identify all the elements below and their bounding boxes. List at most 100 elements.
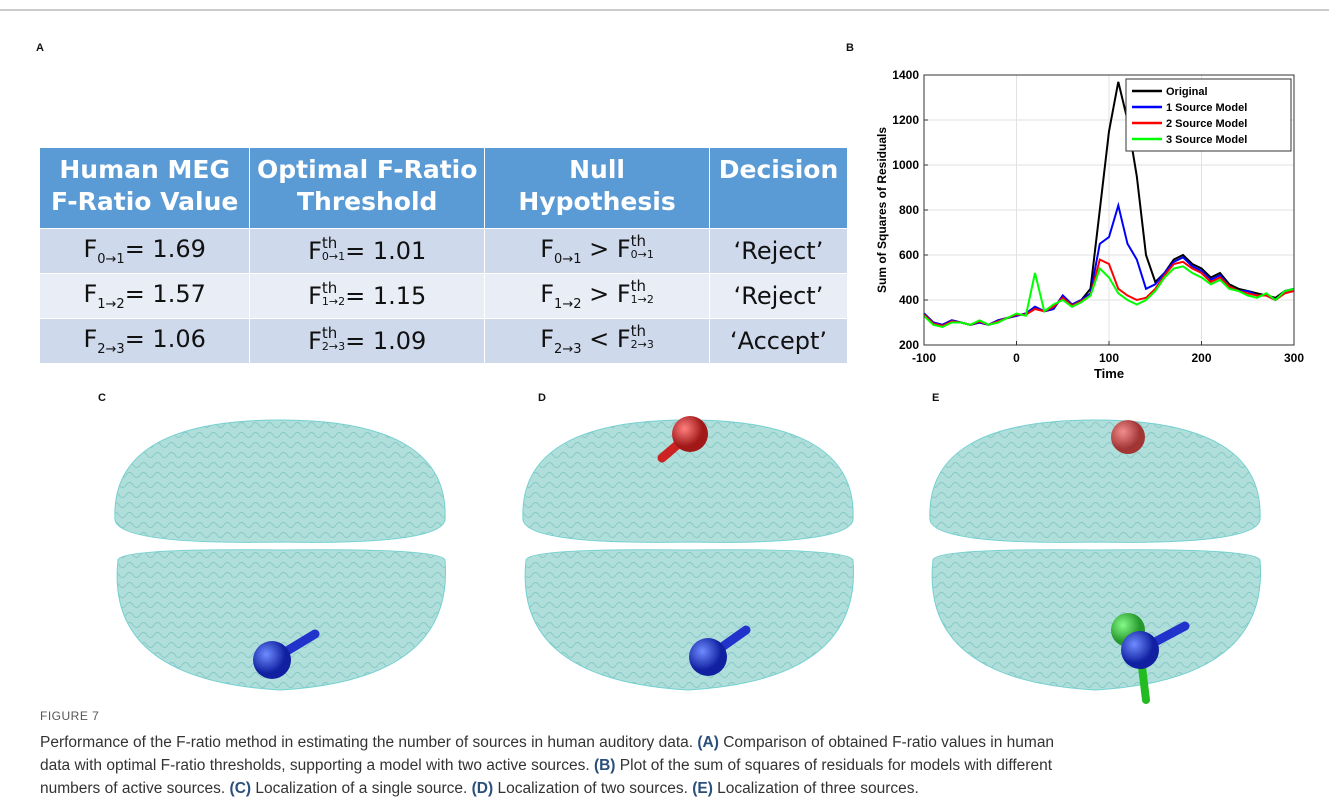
superscript: th [321, 323, 338, 342]
header-cell: Null Hypothesis [484, 148, 710, 228]
subscript: 1→2 [321, 294, 346, 308]
cell-text: F [308, 326, 322, 355]
cell-text: ‘Accept’ [729, 326, 828, 355]
caption-text: data with optimal F-ratio thresholds, su… [40, 757, 594, 774]
cell-text: = 1.57 [124, 279, 206, 308]
legend-label: 3 Source Model [1166, 134, 1247, 146]
y-tick-label: 200 [899, 338, 919, 352]
x-tick-label: 100 [1099, 351, 1119, 365]
cell-text: ‘Reject’ [733, 236, 824, 265]
cell-text: F [308, 236, 322, 265]
cell-text: > F [581, 279, 631, 308]
header-row: Human MEG F-Ratio Value Optimal F-Ratio Thr… [40, 148, 848, 228]
caption-text: Localization of three sources. [712, 780, 919, 797]
cell-text: = 1.06 [124, 324, 206, 353]
caption-text: Localization of a single source. [251, 780, 472, 797]
cell-text: F [540, 234, 555, 263]
subscript: 1→2 [97, 296, 125, 312]
sup-sub: th 2→3 [630, 321, 654, 352]
superscript: th [630, 321, 647, 340]
caption-text: numbers of active sources. [40, 780, 230, 797]
brain-d [522, 416, 855, 691]
caption-bold: (A) [697, 734, 719, 751]
caption-bold: (B) [593, 757, 616, 774]
f-ratio-table: Human MEG F-Ratio Value Optimal F-Ratio Thr… [40, 148, 848, 363]
caption-bold: (C) [229, 780, 252, 797]
series-line [923, 265, 1295, 329]
y-axis-label: Sum of Squares of Residuals [875, 127, 889, 293]
plot-frame [923, 74, 1295, 346]
y-tick-label: 600 [899, 248, 919, 262]
header-cell: Decision [709, 148, 848, 228]
legend-label: 1 Source Model [1166, 102, 1247, 114]
panel-label: D [538, 392, 546, 404]
caption-bold: (E) [692, 780, 713, 797]
header-text: Null Hypothesis [518, 155, 676, 216]
cell-text: ‘Reject’ [733, 281, 824, 310]
superscript: th [321, 233, 338, 252]
caption-line: Performance of the F-ratio method in est… [40, 731, 1054, 754]
subscript: 2→3 [554, 341, 582, 357]
header-text: Optimal F-Ratio [257, 155, 478, 184]
legend-label: Original [1166, 86, 1208, 98]
cell-text: > F [581, 234, 631, 263]
panel-label: A [36, 42, 44, 54]
subscript: 1→2 [554, 296, 582, 312]
table-cell: F2→3= 1.06 [40, 317, 251, 363]
subscript: 2→3 [321, 339, 346, 353]
subscript: 0→1 [630, 247, 654, 261]
caption-line: numbers of active sources. (C) Localizat… [40, 777, 1054, 800]
superscript: th [630, 231, 647, 250]
panel-label: B [846, 42, 854, 54]
brain-c [114, 419, 447, 691]
brain-e [929, 419, 1262, 704]
x-tick-label: 0 [1013, 351, 1020, 365]
subscript: 2→3 [97, 341, 125, 357]
table-cell: ‘Reject’ [709, 227, 848, 273]
cell-text: = 1.15 [345, 281, 427, 310]
superscript: th [630, 276, 647, 295]
cell-text: F [540, 279, 555, 308]
header-text: Threshold [296, 187, 438, 216]
line-chart: -100 0 100 200 300 200 400 600 800 1000 1200 1400 Ti… [875, 68, 1304, 381]
caption-text: Plot of the sum of squares of residuals … [615, 757, 1052, 774]
x-tick-label: -100 [912, 351, 936, 365]
subscript: 1→2 [630, 292, 654, 306]
y-tick-label: 1200 [892, 113, 919, 127]
caption-text: Performance of the F-ratio method in est… [40, 734, 698, 751]
table-cell: ‘Reject’ [709, 272, 848, 318]
x-axis-label: Time [1094, 366, 1124, 381]
y-tick-label: 400 [899, 293, 919, 307]
cell-text: = 1.09 [345, 326, 427, 355]
table-cell: ‘Accept’ [709, 317, 848, 363]
table-cell: F0→1= 1.69 [40, 227, 251, 273]
x-tick-label: 300 [1284, 351, 1304, 365]
panel-label: C [98, 392, 106, 404]
caption-text: Localization of two sources. [493, 780, 693, 797]
header-cell: Optimal F-Ratio Threshold [249, 148, 486, 228]
header-cell: Human MEG F-Ratio Value [40, 148, 251, 228]
sup-sub: th 1→2 [630, 276, 654, 307]
sup-sub: th 2→3 [321, 323, 346, 354]
cell-text: F [83, 234, 98, 263]
cell-text: = 1.69 [124, 234, 206, 263]
y-tick-label: 800 [899, 203, 919, 217]
sup-sub: th 0→1 [321, 233, 345, 264]
cell-text: < F [581, 324, 631, 353]
cell-text: F [83, 324, 98, 353]
header-text: Human MEG [59, 155, 230, 184]
subscript: 0→1 [97, 251, 125, 267]
caption-line: data with optimal F-ratio thresholds, su… [40, 754, 1054, 777]
y-tick-label: 1000 [892, 158, 919, 172]
caption: Performance of the F-ratio method in est… [40, 731, 1054, 800]
